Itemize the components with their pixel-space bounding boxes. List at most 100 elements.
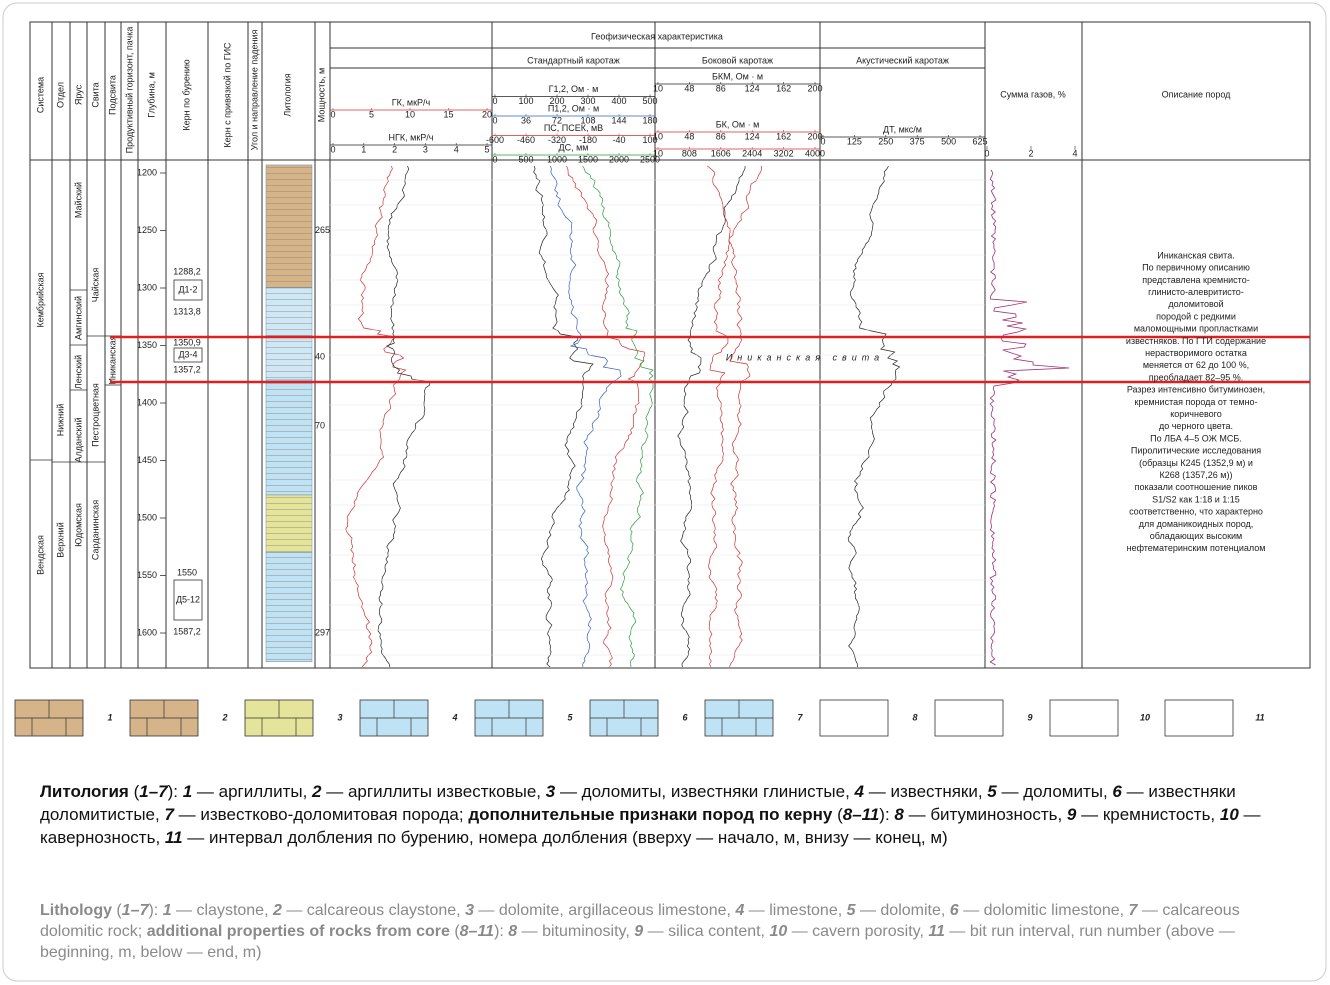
tick-label: 0	[492, 154, 497, 164]
caption-segment: — известняки,	[864, 782, 988, 801]
lithology-fill	[265, 287, 313, 381]
description-line: кремнистая порода от темно-	[1134, 397, 1257, 407]
caption-segment: — dolomitic limestone,	[958, 902, 1129, 919]
caption-segment: 10	[1219, 805, 1239, 824]
caption-segment: 9	[634, 923, 644, 940]
tick-label: 10	[653, 148, 663, 158]
caption-segment: 6	[1112, 782, 1122, 801]
caption-segment: 10	[769, 923, 788, 940]
tick-label: 2404	[742, 148, 762, 158]
column-header: Литология	[282, 73, 292, 116]
tick-label: 4	[1072, 148, 1077, 158]
section-title: Геофизическая характеристика	[591, 31, 723, 41]
description-line: породой с редкими	[1156, 311, 1236, 321]
track-title: Боковой каротаж	[702, 55, 773, 65]
log-curve	[677, 165, 746, 668]
caption-segment: 3	[545, 782, 556, 801]
legend-number: 6	[682, 712, 688, 722]
caption-segment: — известняки доломитистые,	[40, 782, 1236, 824]
description-line: (образцы К245 (1352,9 м) и	[1139, 458, 1253, 468]
tick-label: 500	[642, 96, 657, 106]
caption-segment: 4	[854, 782, 864, 801]
caption-segment: — dolomite,	[855, 902, 950, 919]
tick-label: 808	[682, 148, 697, 158]
caption-segment: — доломиты, известняки глинистые,	[555, 782, 855, 801]
scale-label: БК, Ом · м	[716, 119, 760, 129]
caption-segment: 7	[164, 805, 174, 824]
tick-label: -460	[517, 135, 535, 145]
tick-label: 48	[684, 131, 694, 141]
strat-label: Амгинский	[73, 296, 83, 340]
caption-segment: — dolomite, argillaceous limestone,	[473, 902, 736, 919]
description-line: К268 (1357,26 м))	[1160, 470, 1233, 480]
tick-label: 2	[392, 144, 397, 154]
scale-label: Г1,2, Ом · м	[549, 84, 599, 94]
caption-segment: 1–7	[139, 782, 168, 801]
caption-segment: 9	[1066, 805, 1077, 824]
tick-label: 500	[941, 136, 956, 146]
caption-segment: 11	[164, 828, 183, 847]
caption-segment: ):	[879, 805, 895, 824]
tick-label: 162	[776, 131, 791, 141]
caption-segment: 2	[272, 902, 282, 919]
tick-label: 144	[611, 115, 626, 125]
caption-segment: — cavern porosity,	[787, 923, 929, 940]
tick-label: 86	[716, 131, 726, 141]
tick-label: 125	[847, 136, 862, 146]
core-top: 1288,2	[173, 266, 201, 276]
core-code: Д1-2	[178, 284, 197, 294]
tick-label: -600	[486, 135, 504, 145]
tick-label: 162	[776, 83, 791, 93]
description-line: нерастворимого остатка	[1145, 348, 1247, 358]
tick-label: 72	[552, 115, 562, 125]
log-curve	[549, 165, 622, 668]
caption-segment: 7	[1128, 902, 1138, 919]
description-line: Иниканская свита.	[1157, 250, 1234, 260]
column-header: Свита	[90, 82, 100, 107]
caption-segment: 11	[928, 923, 945, 940]
description-line: обладающих высоким	[1150, 531, 1242, 541]
log-curve	[847, 165, 901, 668]
tick-label: 5	[484, 144, 489, 154]
tick-label: 5	[369, 109, 374, 119]
column-header: Система	[35, 77, 45, 113]
tick-label: 1500	[578, 154, 598, 164]
legend-number: 4	[451, 712, 457, 722]
column-header: Сумма газов, %	[1000, 89, 1066, 99]
scale-label: ДТ, мкс/м	[883, 124, 922, 134]
legend-number: 11	[1255, 712, 1264, 722]
log-curve	[706, 165, 751, 668]
core-box	[173, 347, 203, 363]
caption-segment: — claystone,	[171, 902, 273, 919]
log-curve	[582, 165, 654, 668]
core-box	[173, 279, 203, 301]
tick-label: 48	[684, 83, 694, 93]
tick-label: 124	[745, 83, 760, 93]
column-header: Глубина, м	[146, 72, 156, 118]
depth-label: 1600	[137, 627, 157, 637]
tick-label: 0	[330, 144, 335, 154]
legend-number: 9	[1027, 712, 1032, 722]
column-header: Описание пород	[1162, 89, 1232, 99]
tick-label: 36	[521, 115, 531, 125]
scale-label: НГК, мкР/ч	[389, 132, 434, 142]
column-header: Подсвита	[107, 75, 117, 115]
legend-number: 7	[797, 712, 803, 722]
core-code: Д5-12	[176, 594, 200, 604]
scale-label: БКМ, Ом · м	[712, 71, 763, 81]
table-frame	[29, 21, 1311, 669]
tick-label: 3	[423, 144, 428, 154]
caption-segment: — битуминозность,	[903, 805, 1067, 824]
tick-label: 180	[642, 115, 657, 125]
legend-number: 2	[221, 712, 227, 722]
caption-segment: 1–7	[121, 902, 149, 919]
tick-label: 100	[642, 135, 657, 145]
description-line: По ЛБА 4–5 ОЖ МСБ.	[1150, 433, 1242, 443]
strat-label: Кембрийская	[35, 272, 45, 327]
scale-label: ГК, мкР/ч	[392, 97, 431, 107]
caption-segment: ):	[494, 923, 509, 940]
caption-segment: — кремнистость,	[1076, 805, 1220, 824]
column-header: Мощность, м	[316, 68, 326, 122]
